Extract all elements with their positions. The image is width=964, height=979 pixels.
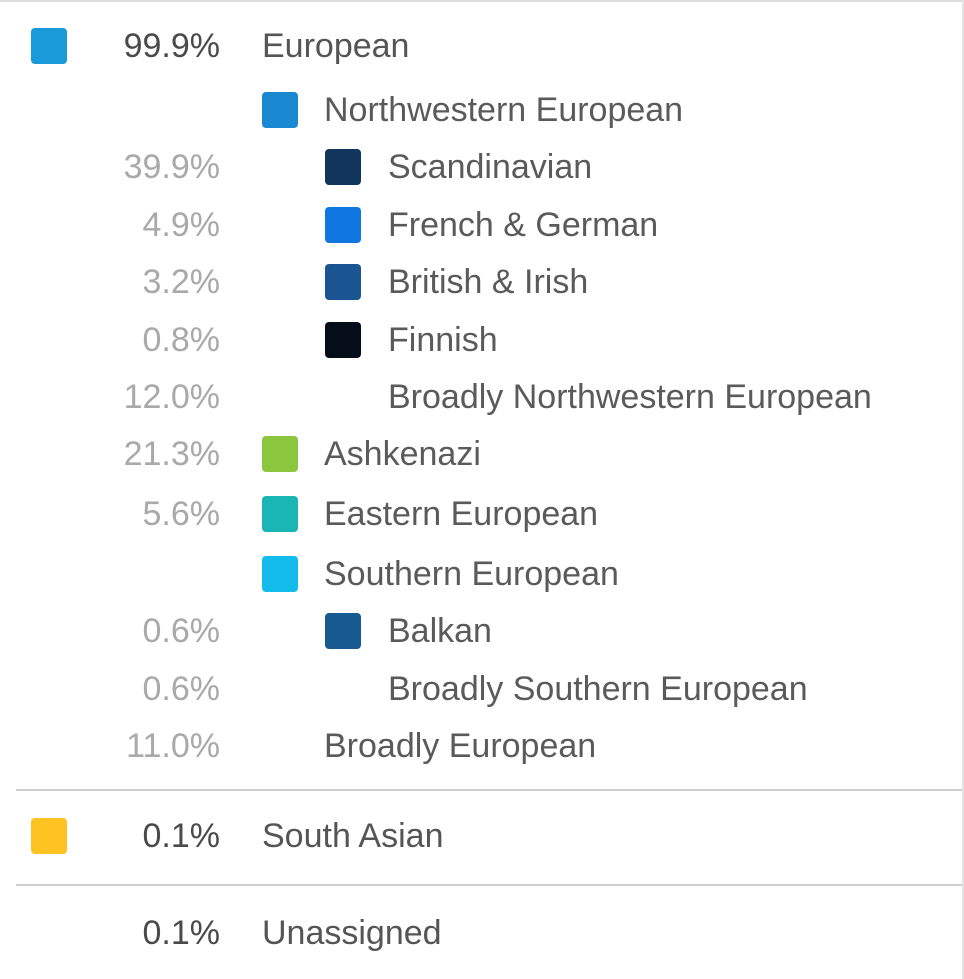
ashkenazi-percent: 21.3%: [123, 435, 220, 473]
european-label: European: [262, 27, 410, 65]
french-german-color-swatch: [325, 207, 361, 243]
ashkenazi-color-swatch: [262, 436, 298, 472]
eastern-european-color-swatch: [262, 496, 298, 532]
finnish-color-swatch: [325, 322, 361, 358]
broadly-northwestern-european-label: Broadly Northwestern European: [388, 378, 872, 416]
northwestern-european-color-swatch: [262, 92, 298, 128]
british-irish-percent: 3.2%: [142, 263, 221, 301]
scandinavian-percent: 39.9%: [123, 148, 220, 186]
section-divider: [16, 884, 962, 886]
section-divider: [16, 789, 962, 791]
broadly-southern-european-label: Broadly Southern European: [388, 670, 808, 708]
british-irish-color-swatch: [325, 264, 361, 300]
scandinavian-color-swatch: [325, 149, 361, 185]
finnish-label: Finnish: [388, 321, 498, 359]
unassigned-label: Unassigned: [262, 914, 442, 952]
finnish-percent: 0.8%: [142, 321, 221, 359]
south-asian-percent: 0.1%: [142, 817, 221, 855]
eastern-european-label: Eastern European: [324, 495, 599, 533]
northwestern-european-label: Northwestern European: [324, 91, 684, 129]
broadly-european-percent: 11.0%: [126, 727, 220, 765]
broadly-southern-european-percent: 0.6%: [142, 670, 221, 708]
eastern-european-percent: 5.6%: [142, 495, 221, 533]
scandinavian-label: Scandinavian: [388, 148, 593, 186]
broadly-northwestern-european-percent: 12.0%: [123, 378, 220, 416]
balkan-color-swatch: [325, 613, 361, 649]
european-percent: 99.9%: [123, 27, 220, 65]
southern-european-label: Southern European: [324, 555, 619, 593]
south-asian-label: South Asian: [262, 817, 444, 855]
ashkenazi-label: Ashkenazi: [324, 435, 481, 473]
southern-european-color-swatch: [262, 556, 298, 592]
unassigned-percent: 0.1%: [142, 914, 221, 952]
right-border: [962, 0, 964, 979]
balkan-label: Balkan: [388, 612, 492, 650]
balkan-percent: 0.6%: [142, 612, 221, 650]
french-german-label: French & German: [388, 206, 659, 244]
south-asian-color-swatch: [31, 818, 67, 854]
british-irish-label: British & Irish: [388, 263, 589, 301]
top-border: [0, 0, 964, 2]
broadly-european-label: Broadly European: [324, 727, 597, 765]
french-german-percent: 4.9%: [142, 206, 221, 244]
european-color-swatch: [31, 28, 67, 64]
